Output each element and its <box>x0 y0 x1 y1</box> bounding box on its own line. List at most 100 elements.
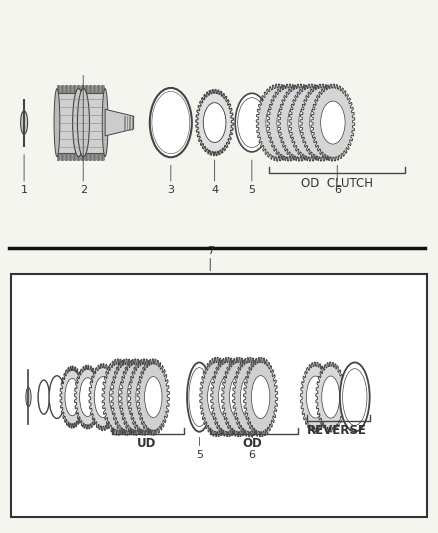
Ellipse shape <box>235 93 268 152</box>
Text: 3: 3 <box>167 185 174 196</box>
Bar <box>69 152 70 160</box>
Ellipse shape <box>136 377 153 417</box>
Ellipse shape <box>110 377 127 417</box>
Text: 4: 4 <box>211 185 218 196</box>
Bar <box>101 152 102 160</box>
Bar <box>78 152 79 160</box>
Ellipse shape <box>340 362 370 432</box>
Ellipse shape <box>21 111 28 134</box>
Bar <box>77 85 78 93</box>
Bar <box>74 85 75 93</box>
Bar <box>97 152 98 160</box>
Bar <box>86 152 87 160</box>
Bar <box>89 152 90 160</box>
FancyBboxPatch shape <box>57 93 105 152</box>
Ellipse shape <box>219 376 237 418</box>
Ellipse shape <box>203 103 226 142</box>
Bar <box>84 85 85 93</box>
Ellipse shape <box>127 377 145 417</box>
Bar <box>86 85 87 93</box>
Ellipse shape <box>266 101 290 144</box>
Bar <box>67 85 68 93</box>
Text: UD: UD <box>137 437 156 450</box>
Polygon shape <box>244 357 278 437</box>
Bar <box>74 152 75 160</box>
Bar <box>65 152 66 160</box>
Polygon shape <box>89 364 117 431</box>
Text: 7: 7 <box>207 246 214 256</box>
Text: 5: 5 <box>248 185 255 196</box>
Bar <box>66 85 67 93</box>
Polygon shape <box>256 84 300 161</box>
Text: 2: 2 <box>80 185 87 196</box>
Bar <box>11 274 427 517</box>
Text: 6: 6 <box>334 185 341 196</box>
Ellipse shape <box>118 377 136 417</box>
Text: 6: 6 <box>248 450 255 461</box>
Ellipse shape <box>54 88 60 157</box>
Ellipse shape <box>251 376 270 418</box>
Polygon shape <box>300 362 330 432</box>
Ellipse shape <box>73 88 85 157</box>
Bar <box>93 152 94 160</box>
Bar <box>102 85 103 93</box>
Ellipse shape <box>80 378 95 416</box>
Bar <box>66 152 67 160</box>
Bar <box>61 152 62 160</box>
Text: OD: OD <box>242 437 262 450</box>
Bar <box>57 152 58 160</box>
Polygon shape <box>311 84 355 161</box>
Bar <box>62 152 63 160</box>
Ellipse shape <box>145 377 162 417</box>
Ellipse shape <box>49 376 65 418</box>
Polygon shape <box>233 357 267 437</box>
Bar <box>90 85 91 93</box>
Bar <box>73 152 74 160</box>
Bar <box>69 85 70 93</box>
Polygon shape <box>105 109 134 136</box>
Bar <box>81 152 82 160</box>
Polygon shape <box>222 357 256 437</box>
Polygon shape <box>211 357 245 437</box>
Ellipse shape <box>310 101 334 144</box>
Text: 5: 5 <box>196 450 203 461</box>
Polygon shape <box>278 84 322 161</box>
Text: OD  CLUTCH: OD CLUTCH <box>301 177 373 190</box>
Bar <box>62 85 63 93</box>
Bar <box>61 85 62 93</box>
Bar <box>102 152 103 160</box>
Ellipse shape <box>208 376 226 418</box>
Bar <box>89 85 90 93</box>
Ellipse shape <box>322 376 339 418</box>
Ellipse shape <box>94 376 112 418</box>
Ellipse shape <box>299 101 323 144</box>
Polygon shape <box>120 359 152 435</box>
Polygon shape <box>137 359 170 435</box>
Polygon shape <box>267 84 311 161</box>
Ellipse shape <box>288 101 312 144</box>
Bar <box>85 85 86 93</box>
Bar <box>97 85 98 93</box>
Polygon shape <box>300 84 344 161</box>
Ellipse shape <box>26 387 31 407</box>
Bar <box>93 85 94 93</box>
Ellipse shape <box>240 376 259 418</box>
Ellipse shape <box>78 88 89 157</box>
Bar <box>67 152 68 160</box>
Bar <box>65 85 66 93</box>
Polygon shape <box>289 84 333 161</box>
Bar <box>58 85 59 93</box>
Ellipse shape <box>187 362 212 432</box>
Ellipse shape <box>65 378 80 416</box>
Bar <box>82 85 83 93</box>
Bar <box>58 152 59 160</box>
Bar <box>77 152 78 160</box>
Polygon shape <box>316 362 346 432</box>
Bar <box>73 85 74 93</box>
Polygon shape <box>196 90 233 156</box>
Bar <box>90 152 91 160</box>
Ellipse shape <box>102 88 108 157</box>
Polygon shape <box>102 359 134 435</box>
Bar <box>101 85 102 93</box>
Polygon shape <box>60 366 85 428</box>
